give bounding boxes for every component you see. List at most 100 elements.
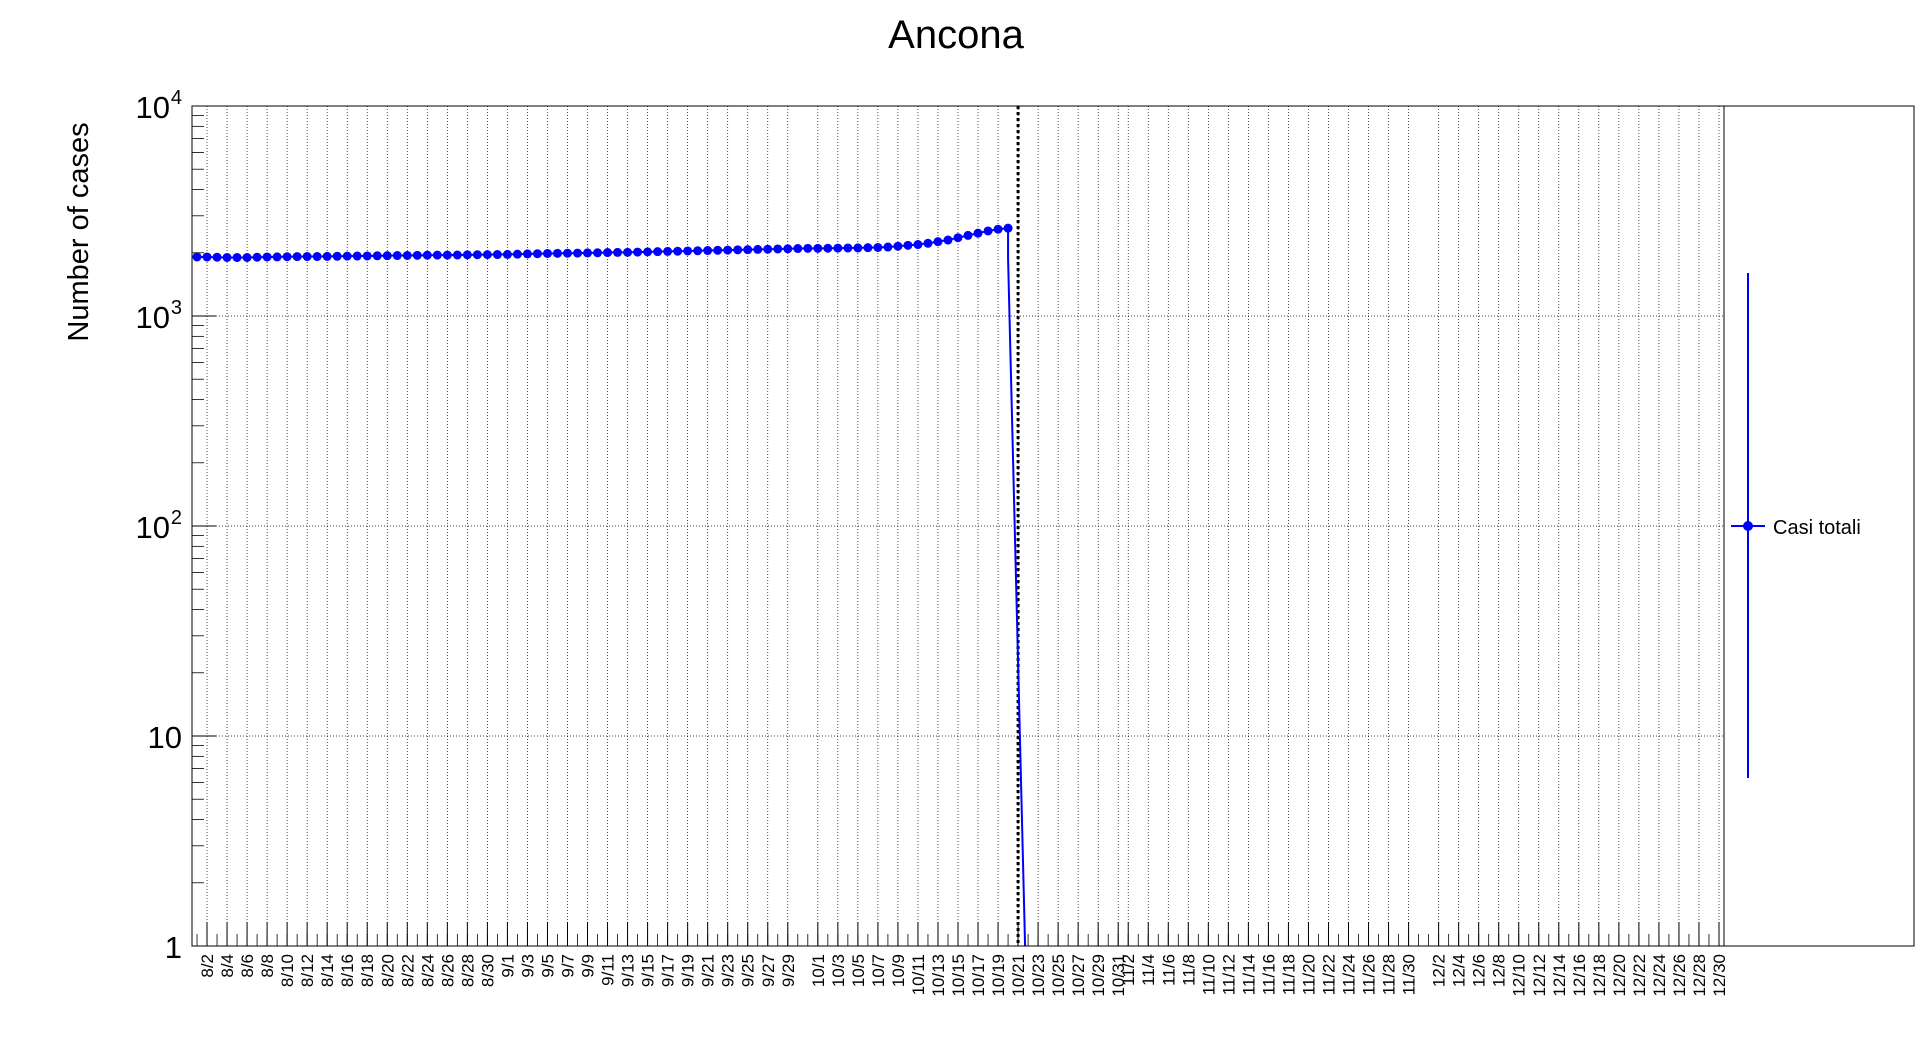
series-point [973,228,983,238]
x-tick-label: 9/7 [558,954,577,978]
x-tick-label: 8/20 [378,954,397,987]
series-point [953,233,963,243]
x-tick-label: 10/13 [929,954,948,997]
series-point [302,252,312,262]
series-point [613,247,623,257]
series-point [773,244,783,254]
x-tick-label: 11/12 [1219,954,1238,995]
series-point [1003,223,1013,233]
series-point [573,248,583,258]
series-point [693,246,703,256]
series-point [853,243,863,253]
series-point [653,247,663,257]
series-point [262,252,272,262]
legend: Casi totali [1731,273,1861,778]
y-tick-label: 10 [136,300,170,335]
series-point [412,250,422,260]
series-point [793,244,803,254]
x-tick-label: 10/19 [989,954,1008,997]
x-tick-label: 9/13 [619,954,638,987]
x-tick-label: 12/24 [1650,954,1669,997]
series-point [933,237,943,247]
x-tick-label: 8/6 [238,954,257,978]
series-point [452,250,462,260]
series-point [723,245,733,255]
series-point [913,240,923,250]
x-tick-label: 10/23 [1029,954,1048,997]
x-tick-label: 8/8 [258,954,277,978]
x-tick-label: 10/17 [969,954,988,997]
x-tick-label: 11/22 [1319,954,1338,995]
series-point [683,246,693,256]
x-tick-label: 8/2 [198,954,217,978]
x-tick-label: 10/1 [809,954,828,987]
series-point [482,250,492,260]
x-tick-label: 12/10 [1510,954,1529,997]
chart-title: Ancona [888,13,1024,57]
series-point [943,235,953,245]
x-tick-label: 12/14 [1550,954,1569,997]
series-point [222,252,232,262]
series-point [873,242,883,252]
series-point [462,250,472,260]
series-point [763,244,773,254]
x-tick-label: 11/2 [1119,954,1138,986]
legend-marker [1743,521,1753,531]
x-tick-label: 12/26 [1670,954,1689,997]
series-point [392,251,402,261]
x-tick-label: 11/26 [1360,954,1379,995]
series-point [803,243,813,253]
x-tick-label: 12/6 [1470,954,1489,987]
series-layer [192,223,1027,947]
x-tick-label: 9/19 [679,954,698,987]
series-point [282,252,292,262]
x-tick-label: 11/4 [1139,954,1158,986]
series-point [192,252,202,262]
x-tick-label: 9/21 [699,954,718,987]
series-point [703,246,713,256]
x-tick-label: 12/18 [1590,954,1609,997]
series-point [372,251,382,261]
series-point [843,243,853,253]
series-point [382,251,392,261]
series-point [242,252,252,262]
x-tick-label: 8/16 [338,954,357,987]
series-point [643,247,653,257]
x-tick-label: 12/30 [1710,954,1729,997]
series-point [893,241,903,251]
x-tick-label: 9/11 [599,954,618,986]
x-tick-label: 10/9 [889,954,908,987]
x-tick-label: 12/22 [1630,954,1649,997]
series-point [552,248,562,258]
x-tick-label: 10/21 [1009,954,1028,997]
x-tick-label: 11/18 [1279,954,1298,995]
series-point [963,230,973,240]
y-tick-label: 10 [148,720,182,755]
series-point [502,249,512,259]
x-tick-label: 9/29 [779,954,798,987]
series-point [532,249,542,259]
series-point [442,250,452,260]
series-point [623,247,633,257]
series-point [322,251,332,261]
x-tick-label: 9/1 [498,954,517,978]
series-point [743,245,753,255]
x-tick-label: 9/9 [579,954,598,978]
x-tick-label: 12/4 [1450,954,1469,987]
legend-label: Casi totali [1773,517,1861,539]
x-tick-label: 11/16 [1259,954,1278,995]
series-point [903,240,913,250]
series-point [583,248,593,258]
x-tick-label: 11/28 [1380,954,1399,995]
series-point [663,246,673,256]
series-point [733,245,743,255]
series-point [833,243,843,253]
series-point [562,248,572,258]
x-tick-label: 10/7 [869,954,888,987]
x-tick-label: 10/11 [909,954,928,995]
series-point [603,248,613,258]
x-tick-label: 8/18 [358,954,377,987]
series-point [593,248,603,258]
x-tick-label: 9/25 [739,954,758,987]
